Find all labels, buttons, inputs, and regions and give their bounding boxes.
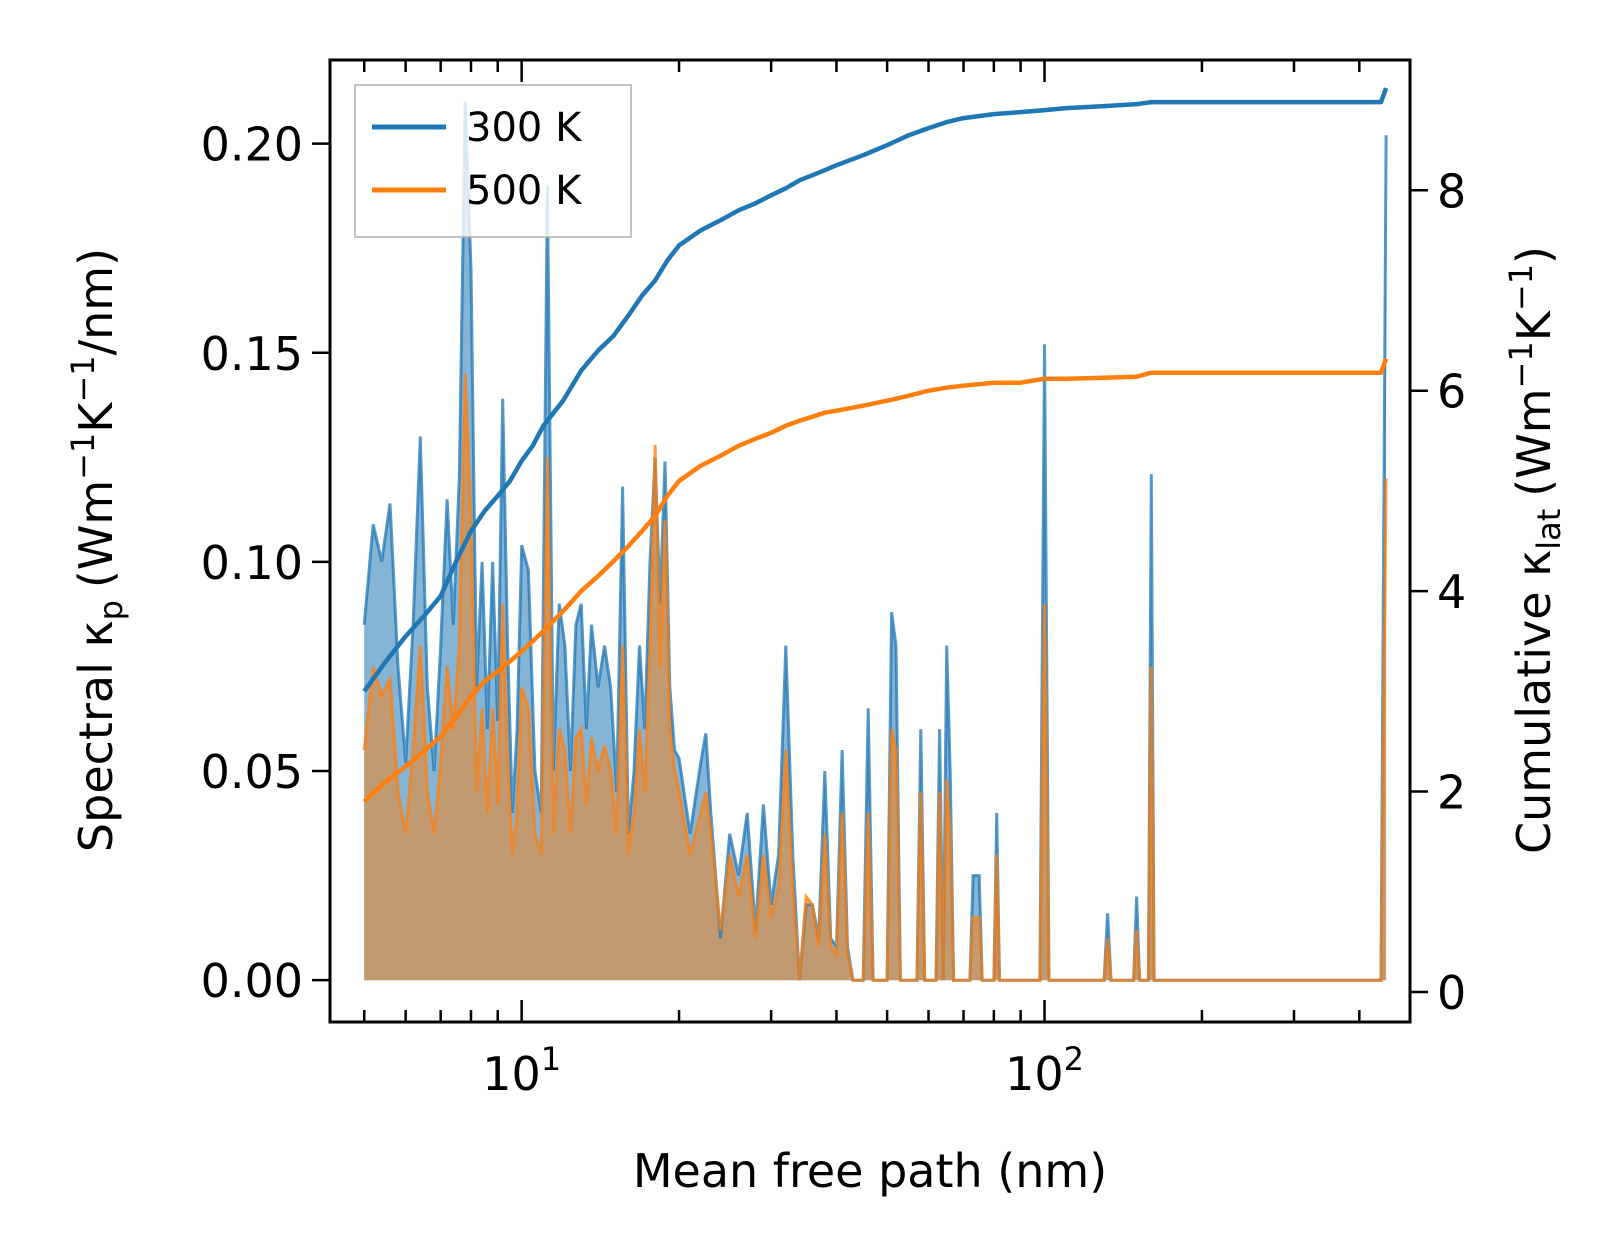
y-left-label-exp2: −1 (64, 355, 102, 402)
x-tick-label: 101 (482, 1040, 561, 1101)
legend-label-300k: 300 K (466, 105, 583, 151)
y-axis-left-label: Spectral κp(Wm−1K−1/nm) (64, 248, 130, 852)
x-tick-label-base: 10 (1005, 1047, 1064, 1101)
y-right-tick-label: 4 (1437, 565, 1466, 619)
y-right-tick-label: 0 (1437, 966, 1466, 1020)
y-left-tick-label: 0.20 (201, 118, 303, 172)
x-axis-label: Mean free path (nm) (633, 1144, 1107, 1198)
y-left-tick-label: 0.15 (201, 327, 303, 381)
y-left-label-k: K (69, 401, 123, 433)
y-right-tick-label: 2 (1437, 766, 1466, 820)
y-left-label-tail: /nm) (69, 248, 123, 355)
y-right-tick-label: 8 (1437, 164, 1466, 218)
y-left-label-main: Spectral κ (69, 620, 123, 852)
series-lines (362, 87, 1389, 982)
legend-box (354, 84, 632, 238)
y-left-tick-label: 0.05 (201, 745, 303, 799)
x-tick-label: 102 (1005, 1040, 1084, 1101)
y-right-label-exp2: −1 (1502, 264, 1540, 311)
legend: 300 K 500 K (354, 84, 632, 238)
y-right-label-k: K (1507, 309, 1561, 341)
x-tick-label-base: 10 (482, 1047, 541, 1101)
legend-label-500k: 500 K (466, 168, 583, 214)
y-right-label-units: (Wm (1507, 388, 1561, 496)
y-right-label-main: Cumulative κ (1507, 550, 1561, 854)
spectral-line-500k (362, 373, 1388, 982)
y-axis-right-label: Cumulative κlat(Wm−1K−1) (1502, 246, 1568, 854)
y-left-tick-label: 0.10 (201, 536, 303, 590)
y-right-label-tail: ) (1507, 246, 1561, 264)
y-right-label-exp1: −1 (1502, 341, 1540, 388)
plot-frame (328, 58, 1412, 1024)
y-right-label-sub: lat (1530, 509, 1568, 550)
spectral-area-500k (364, 373, 1387, 981)
y-left-label-sub: p (92, 600, 130, 620)
y-right-tick-label: 6 (1437, 365, 1466, 419)
y-left-label-units: (Wm (69, 480, 123, 588)
cumulative-line-300k (362, 87, 1389, 693)
y-left-label-exp1: −1 (64, 433, 102, 480)
x-tick-label-exp: 2 (1064, 1040, 1084, 1078)
axis-ticks (312, 60, 1428, 1022)
y-left-tick-label: 0.00 (201, 954, 303, 1008)
x-tick-label-exp: 1 (541, 1040, 561, 1078)
cumulative-line-500k (362, 357, 1389, 804)
